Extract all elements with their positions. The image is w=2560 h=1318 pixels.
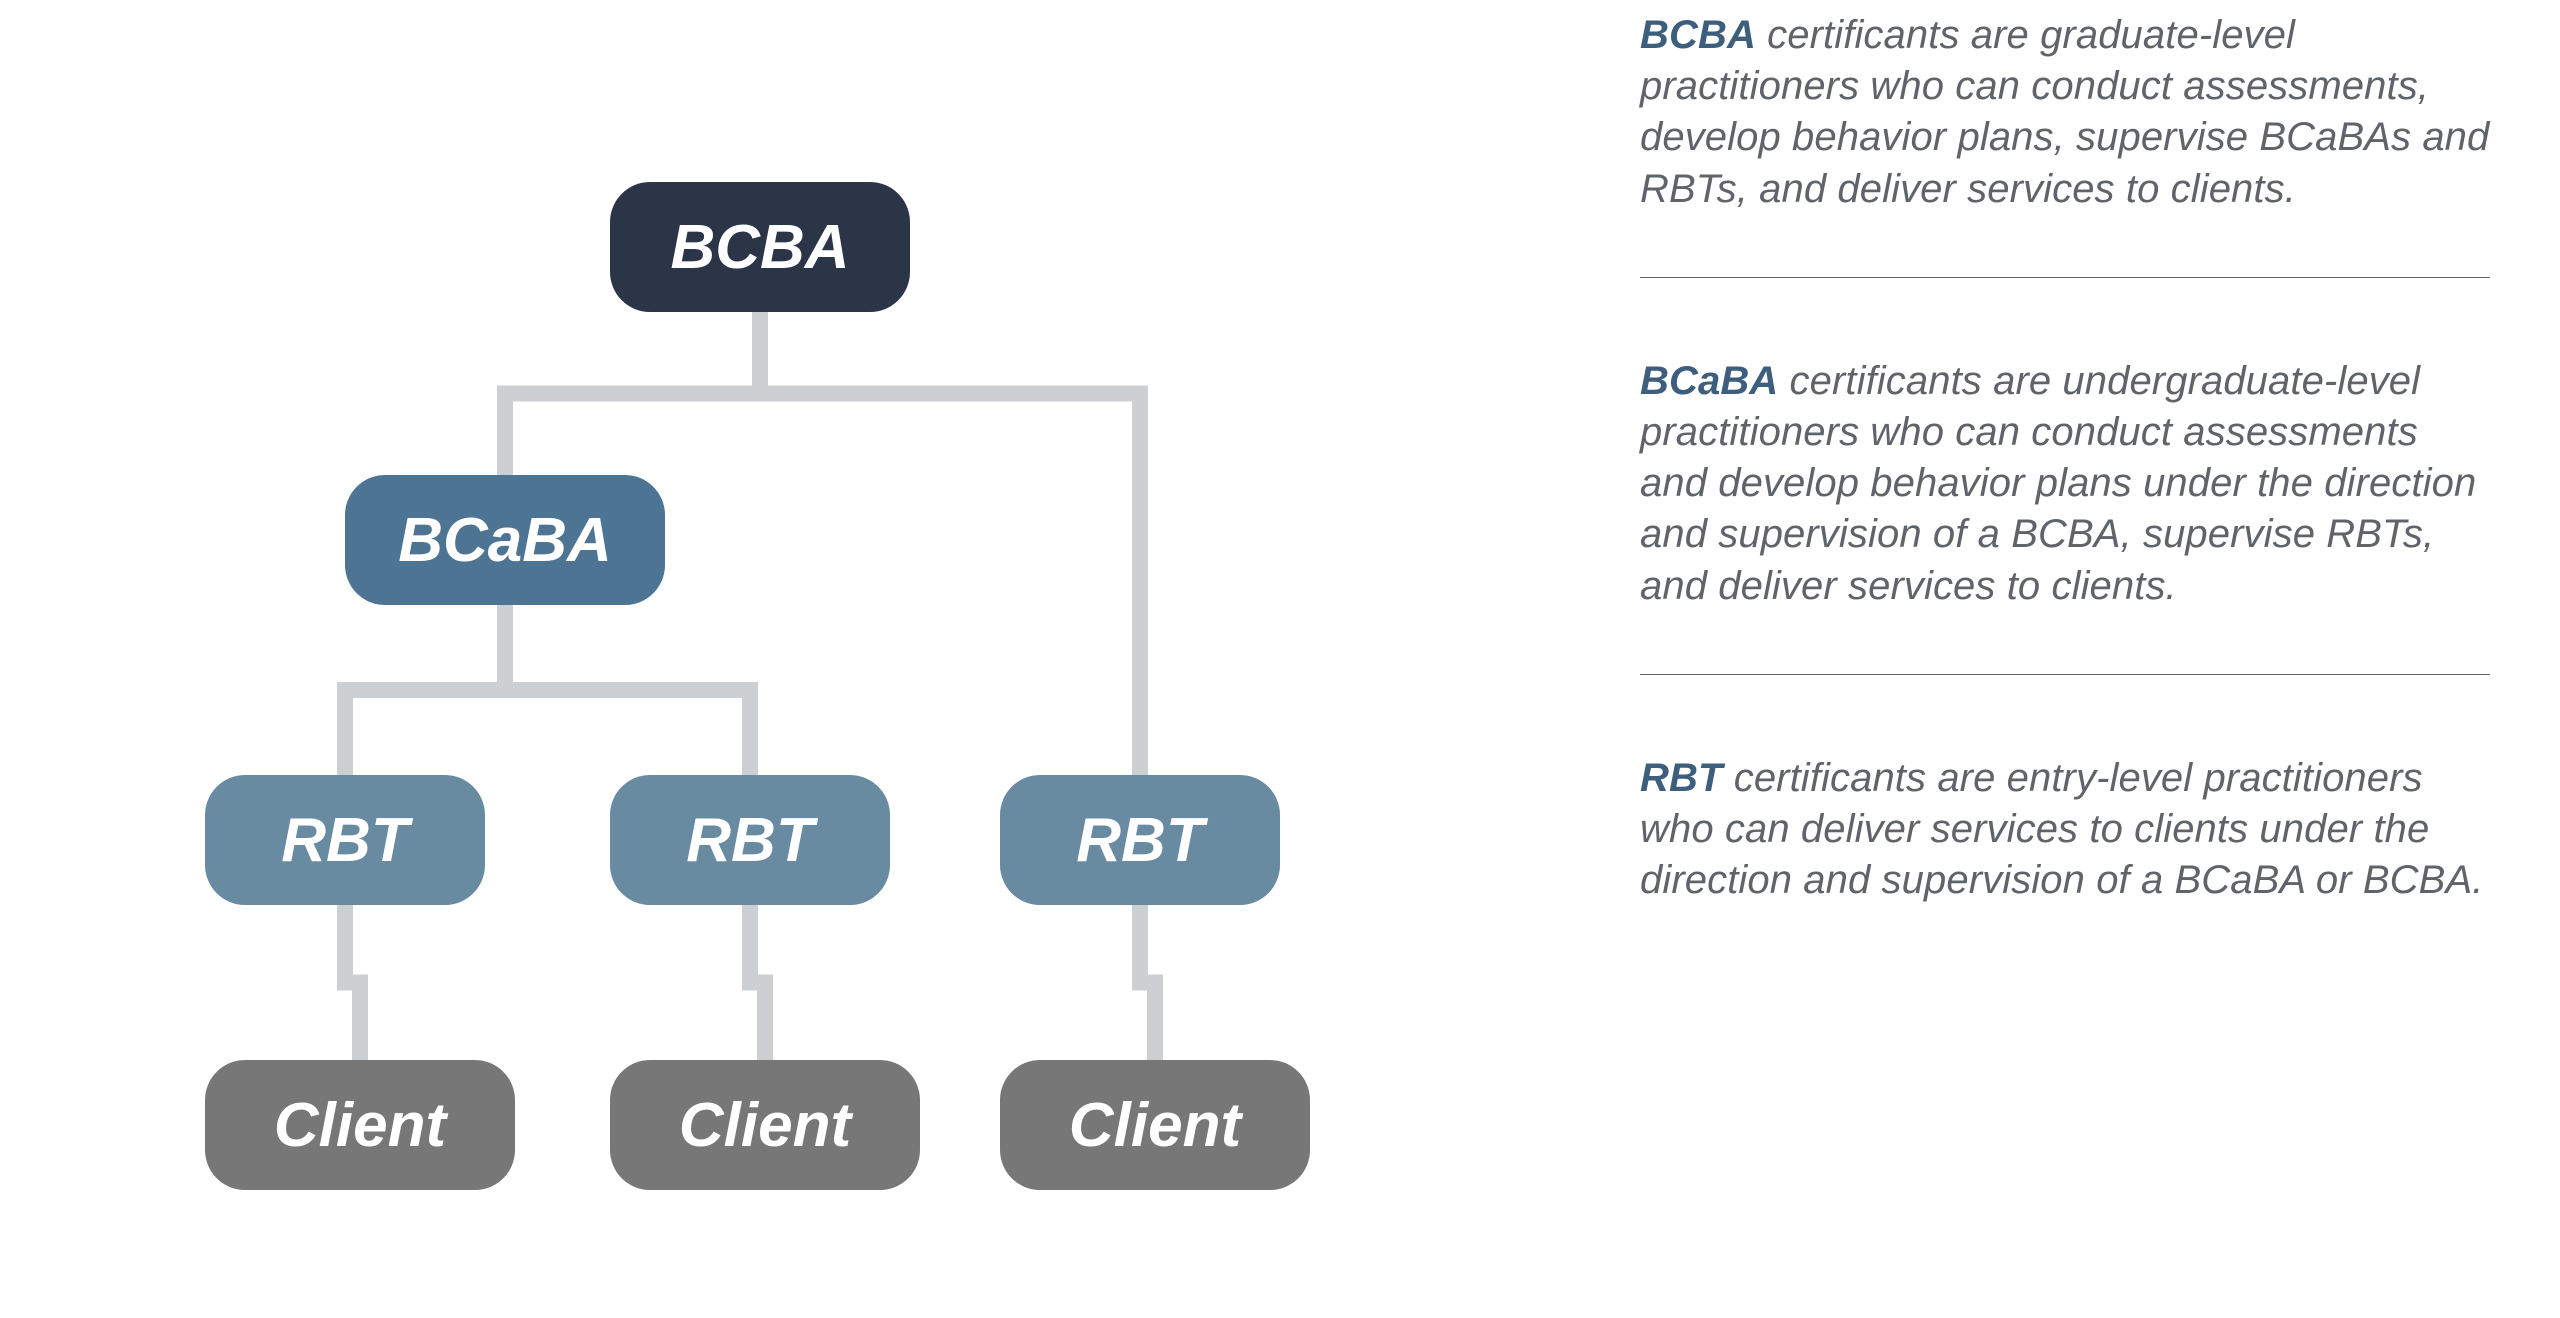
node-rbt2: RBT	[610, 775, 890, 905]
node-label: RBT	[281, 805, 408, 876]
descriptions-panel: BCBA certificants are graduate-level pra…	[1640, 0, 2560, 1318]
description-term: BCBA	[1640, 13, 1756, 57]
node-bcaba: BCaBA	[345, 475, 665, 605]
node-rbt3: RBT	[1000, 775, 1280, 905]
description-text: certificants are entry-level practitione…	[1640, 756, 2483, 902]
node-bcba: BCBA	[610, 182, 910, 312]
description-bcaba: BCaBA certificants are undergraduate-lev…	[1640, 356, 2490, 612]
node-rbt1: RBT	[205, 775, 485, 905]
description-divider	[1640, 674, 2490, 675]
hierarchy-diagram: BCBA BCaBA RBT RBT RBT Client Client Client	[0, 0, 1640, 1318]
node-cl3: Client	[1000, 1060, 1310, 1190]
node-label: RBT	[686, 805, 813, 876]
description-bcba: BCBA certificants are graduate-level pra…	[1640, 10, 2490, 215]
node-label: Client	[1069, 1090, 1241, 1161]
node-label: Client	[679, 1090, 851, 1161]
node-cl1: Client	[205, 1060, 515, 1190]
description-text: certificants are graduate-level practiti…	[1640, 13, 2489, 211]
node-label: Client	[274, 1090, 446, 1161]
page: BCBA BCaBA RBT RBT RBT Client Client Client BCB…	[0, 0, 2560, 1318]
node-label: BCaBA	[398, 505, 612, 576]
description-rbt: RBT certificants are entry-level practit…	[1640, 753, 2490, 907]
description-term: BCaBA	[1640, 359, 1778, 403]
description-term: RBT	[1640, 756, 1723, 800]
node-label: BCBA	[670, 212, 849, 283]
node-cl2: Client	[610, 1060, 920, 1190]
description-divider	[1640, 277, 2490, 278]
node-label: RBT	[1076, 805, 1203, 876]
